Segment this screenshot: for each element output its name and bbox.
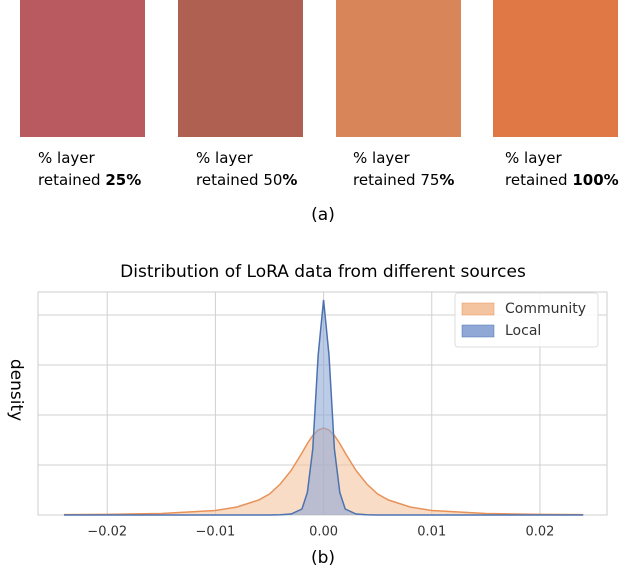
- caption-text: % layer: [38, 149, 95, 167]
- image: [178, 0, 303, 137]
- x-tick-label: −0.01: [195, 525, 235, 540]
- image: [493, 0, 618, 137]
- panel-caption: % layer retained 75%: [353, 147, 454, 191]
- y-axis-label: density: [6, 359, 26, 421]
- legend-swatch: [461, 324, 495, 338]
- image: [336, 0, 461, 137]
- panel-caption: % layer retained 50%: [196, 147, 297, 191]
- density-line: [63, 299, 584, 516]
- image: [20, 0, 145, 137]
- caption: (a): [311, 205, 335, 225]
- caption-text: retained 50: [196, 171, 283, 189]
- caption-text: retained: [38, 171, 106, 189]
- caption-text: %: [282, 171, 298, 189]
- legend-label: Local: [505, 323, 541, 339]
- caption: (b): [311, 548, 335, 568]
- chart-title: Distribution of LoRA data from different…: [120, 262, 526, 282]
- panel-caption: % layer retained 100%: [505, 147, 619, 191]
- caption-text: %: [439, 171, 455, 189]
- caption-text: 100%: [572, 171, 619, 189]
- x-tick-label: 0.01: [417, 525, 446, 540]
- caption-text: % layer: [196, 149, 253, 167]
- legend-label: Community: [505, 301, 586, 317]
- caption-text: 25%: [105, 171, 142, 189]
- caption-text: % layer: [353, 149, 410, 167]
- legend-swatch: [461, 302, 495, 316]
- panel-caption: % layer retained 25%: [38, 147, 141, 191]
- x-tick-label: 0.02: [525, 525, 554, 540]
- x-tick-label: 0.00: [309, 525, 338, 540]
- x-tick-label: −0.02: [87, 525, 127, 540]
- caption-text: % layer: [505, 149, 562, 167]
- caption-text: retained: [505, 171, 573, 189]
- caption-text: retained 75: [353, 171, 440, 189]
- area-fill: [63, 300, 584, 515]
